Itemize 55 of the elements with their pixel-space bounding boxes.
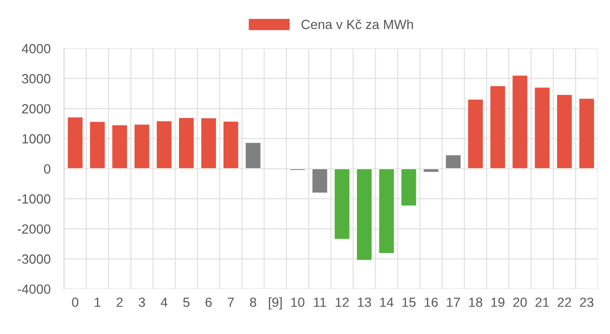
bar [378,168,395,254]
bar [445,154,462,170]
y-tick-label: 4000 [22,44,50,54]
y-tick-label: -3000 [18,254,50,264]
x-tick-label: 4 [160,298,168,307]
y-tick-label: -2000 [18,224,50,234]
bar [111,124,128,170]
bar [334,168,350,240]
x-tick-label: 15 [402,298,416,307]
x-tick-label: 14 [380,298,394,307]
x-tick-label: 22 [558,298,572,307]
bar [244,142,262,170]
x-tick-label: 18 [469,298,482,307]
x-tick-label: 19 [491,298,504,307]
x-tick-label: 5 [183,298,190,307]
x-tick-label: 12 [336,298,349,307]
x-tick-label: 21 [536,298,549,307]
x-tick-label: 8 [250,298,256,307]
y-tick-label: -4000 [18,284,50,294]
bar [312,168,328,194]
bar [534,86,550,170]
bar [490,85,506,170]
x-tick-label: 17 [446,298,460,307]
bar [222,120,240,170]
x-tick-label: 13 [358,298,372,307]
bar [556,94,573,170]
x-tick-label: 1 [94,298,100,307]
x-tick-label: 0 [72,298,78,307]
y-tick-label: 3000 [22,74,50,84]
x-tick-label: 2 [116,298,123,307]
x-tick-label: 6 [206,298,212,307]
bar [200,117,217,170]
bar [66,116,84,170]
bar [400,168,417,206]
bar [134,124,150,170]
x-tick-label: 16 [424,298,438,307]
bar [89,121,106,170]
x-tick-label: 11 [314,298,326,307]
x-tick-label: 23 [580,298,594,307]
y-tick-label: 2000 [22,104,50,114]
y-tick-label: 1000 [22,134,50,144]
bar [578,98,595,170]
bar [156,120,172,170]
x-tick-label: 10 [291,298,304,307]
bar [356,168,372,261]
bar [467,98,484,170]
y-tick-label: 0 [44,164,50,174]
x-tick-label: 20 [513,298,527,307]
x-tick-label: [9] [268,297,282,310]
y-tick-label: -1000 [18,194,50,204]
x-tick-label: 7 [228,298,234,307]
legend-label: Cena v Kč za MWh [302,19,413,30]
x-tick-label: 3 [138,298,145,307]
bar [178,117,195,170]
bar [512,74,528,170]
